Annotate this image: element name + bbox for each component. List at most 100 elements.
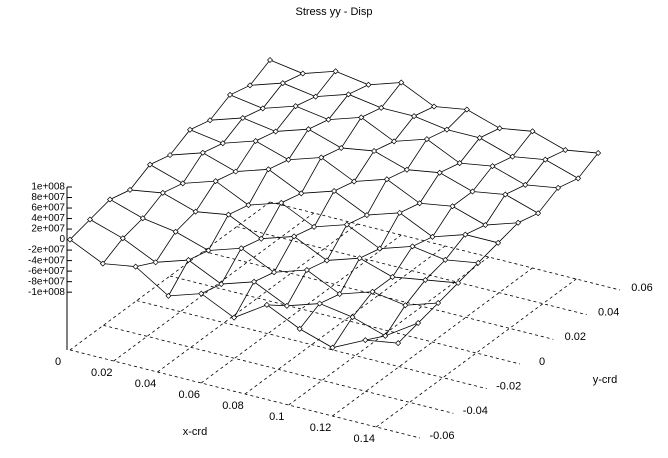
y-tick-label: 0 — [539, 356, 545, 368]
data-point — [185, 257, 192, 264]
data-point — [147, 161, 153, 168]
data-point — [415, 320, 422, 327]
data-point — [402, 302, 409, 309]
data-point — [416, 200, 423, 207]
x-tick-label: 0 — [55, 356, 61, 368]
data-point — [252, 137, 259, 144]
data-point — [279, 80, 286, 87]
data-point — [238, 245, 245, 252]
grid-line — [169, 275, 521, 365]
data-point — [247, 82, 253, 89]
grid-line — [69, 349, 421, 439]
data-point — [127, 186, 133, 193]
data-point — [369, 288, 376, 295]
z-tick-label: -6e+007 — [28, 266, 65, 277]
data-point — [436, 169, 443, 176]
data-point — [475, 259, 482, 266]
data-point — [239, 114, 246, 121]
data-point — [449, 203, 456, 210]
z-tick-label: 6e+007 — [31, 203, 65, 214]
data-point — [323, 257, 330, 264]
data-point — [455, 279, 462, 286]
data-point — [119, 235, 126, 242]
data-point — [535, 210, 542, 217]
data-point — [476, 134, 483, 141]
x-axis-label: x-crd — [183, 426, 207, 438]
z-tick-label: -4e+007 — [28, 255, 65, 266]
data-point — [212, 178, 219, 185]
data-point — [298, 190, 305, 197]
data-point — [318, 154, 325, 161]
x-tick-label: 0.02 — [91, 367, 112, 379]
data-point — [107, 196, 113, 203]
data-point — [225, 211, 232, 218]
z-tick-label: 8e+007 — [31, 192, 65, 203]
x-tick-label: 0.08 — [222, 400, 243, 412]
data-point — [435, 300, 442, 306]
data-point — [429, 233, 436, 240]
grid-line — [236, 226, 587, 316]
data-point — [482, 222, 489, 229]
data-point — [376, 245, 383, 252]
data-point — [542, 156, 549, 163]
chart-title: Stress yy - Disp — [295, 6, 372, 18]
data-point — [231, 314, 238, 321]
y-tick-label: -0.04 — [463, 405, 488, 417]
data-point — [159, 189, 166, 196]
data-point — [283, 302, 290, 309]
data-point — [463, 106, 470, 113]
data-point — [192, 208, 199, 215]
x-tick-label: 0.12 — [310, 422, 331, 434]
data-point — [336, 291, 343, 298]
data-point — [179, 180, 186, 187]
z-tick-label: 2e+007 — [31, 224, 65, 235]
data-point — [187, 126, 193, 133]
data-point — [365, 81, 372, 88]
data-point — [338, 144, 345, 151]
data-point — [292, 103, 299, 110]
data-point — [303, 267, 310, 273]
y-tick-label: -0.02 — [496, 381, 521, 393]
data-point — [305, 126, 312, 133]
data-point — [259, 105, 266, 112]
data-point — [311, 223, 318, 230]
data-point — [299, 70, 306, 77]
data-point — [272, 128, 279, 135]
data-point — [389, 273, 396, 280]
x-tick-label: 0.06 — [179, 389, 200, 401]
x-tick-label: 0.14 — [354, 433, 375, 445]
data-point — [207, 117, 213, 124]
z-tick-label: 1e+008 — [31, 182, 65, 193]
data-point — [489, 163, 496, 170]
data-point — [351, 178, 358, 185]
data-point — [345, 91, 352, 98]
data-point — [562, 147, 569, 154]
grid-line — [269, 201, 621, 291]
data-point — [331, 188, 338, 195]
data-point — [232, 168, 239, 175]
data-point — [205, 247, 212, 254]
data-point — [291, 233, 298, 240]
data-point — [165, 292, 172, 299]
data-point — [555, 184, 562, 191]
data-point — [395, 340, 402, 347]
data-point — [358, 114, 365, 121]
data-point — [245, 202, 252, 209]
data-point — [396, 209, 403, 216]
z-tick-label: -8e+007 — [28, 276, 65, 287]
data-point — [87, 216, 93, 223]
data-point — [218, 281, 225, 288]
data-point — [271, 269, 278, 276]
grid-line — [203, 250, 554, 340]
data-point — [495, 239, 502, 246]
y-tick-label: 0.06 — [631, 282, 652, 294]
data-point — [251, 278, 258, 285]
y-axis-label: y-crd — [593, 374, 617, 386]
data-point — [312, 93, 319, 100]
data-point — [278, 199, 285, 206]
data-point — [99, 260, 106, 267]
data-point — [515, 219, 522, 226]
data-point — [443, 126, 450, 133]
